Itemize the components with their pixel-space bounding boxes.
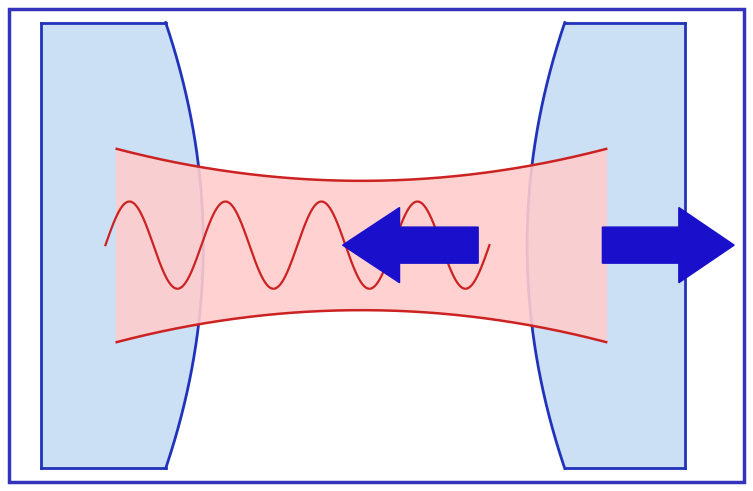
Polygon shape: [117, 149, 606, 342]
Polygon shape: [41, 23, 203, 468]
Polygon shape: [602, 208, 734, 283]
Polygon shape: [527, 23, 685, 468]
Polygon shape: [343, 208, 478, 283]
